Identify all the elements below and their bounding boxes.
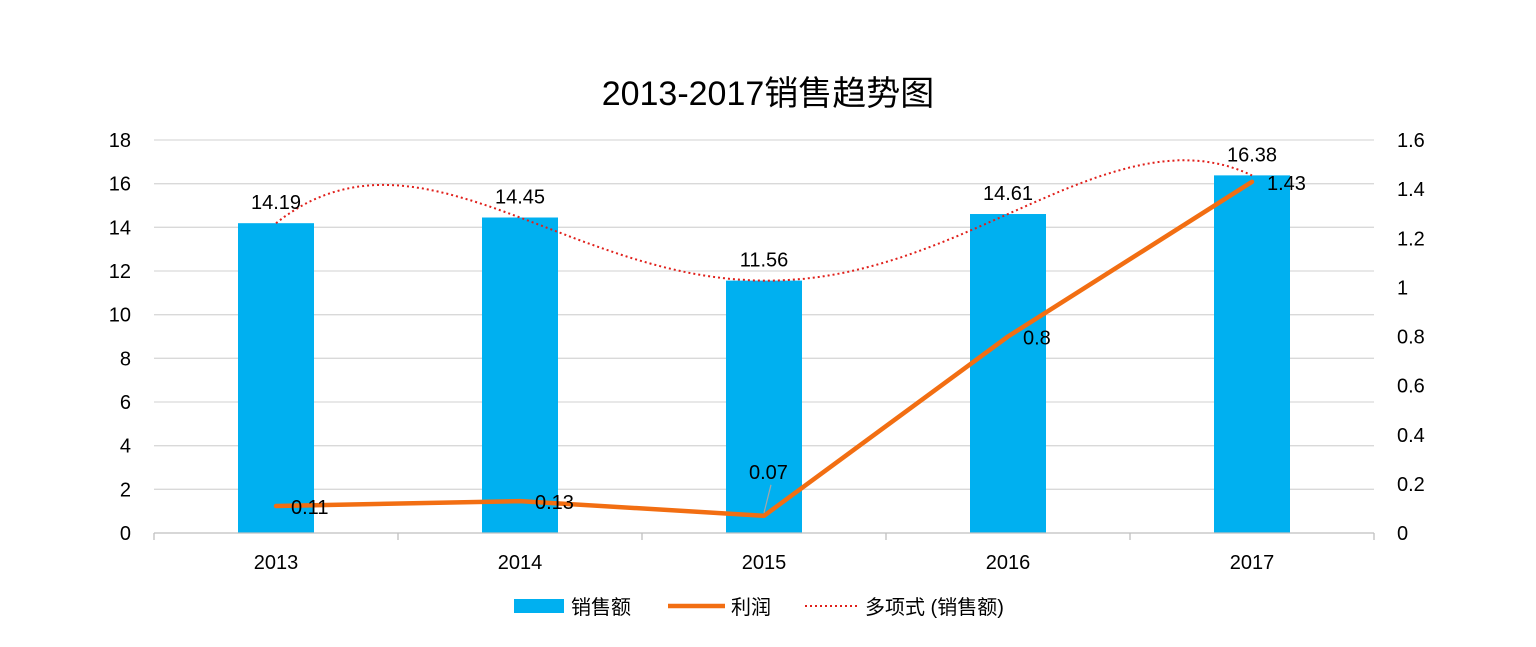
left-axis-tick-label: 6: [120, 392, 131, 414]
profit-line: [273, 179, 1255, 519]
x-axis-tick-label: 2015: [742, 552, 787, 574]
x-axis-tick-label: 2013: [254, 552, 299, 574]
line-data-label: 0.8: [1023, 328, 1051, 350]
left-axis-tick-label: 10: [109, 305, 131, 327]
x-axis-tick-label: 2016: [986, 552, 1031, 574]
bar: [238, 223, 314, 533]
bar: [970, 214, 1046, 533]
left-axis-tick-label: 12: [109, 261, 131, 283]
left-axis-tick-label: 4: [120, 436, 131, 458]
legend-swatch-bar: [514, 599, 564, 613]
left-axis-tick-label: 0: [120, 523, 131, 545]
bar-data-label: 14.61: [983, 183, 1033, 205]
right-axis-ticks: 0 0.2 0.4 0.6 0.8 1 1.2 1.4 1.6: [1397, 130, 1425, 545]
bar-data-label: 14.19: [251, 192, 301, 214]
bar-data-label: 14.45: [495, 187, 545, 209]
right-axis-tick-label: 0.2: [1397, 474, 1425, 496]
right-axis-tick-label: 1: [1397, 277, 1408, 299]
right-axis-tick-label: 0.8: [1397, 327, 1425, 349]
line-data-label: 0.11: [291, 497, 328, 519]
right-axis-tick-label: 0: [1397, 523, 1408, 545]
right-axis-tick-label: 0.6: [1397, 376, 1425, 398]
bar-data-label: 16.38: [1227, 144, 1277, 166]
trendline-series: [275, 159, 1253, 282]
left-axis-tick-label: 16: [109, 174, 131, 196]
legend-label-bar: 销售额: [571, 596, 631, 619]
line-data-label: 0.13: [535, 492, 574, 514]
chart-title: 2013-2017销售趋势图: [601, 75, 935, 113]
trendline: [275, 159, 1253, 282]
line-data-label: 1.43: [1267, 173, 1306, 195]
leader-line: [763, 484, 772, 513]
line-series: [273, 179, 1255, 519]
left-axis-tick-label: 18: [109, 130, 131, 152]
bar-data-label: 11.56: [740, 250, 789, 272]
line-data-label: 0.07: [749, 462, 788, 484]
left-axis-tick-label: 8: [120, 348, 131, 370]
bar: [726, 280, 802, 533]
x-axis-tick-label: 2017: [1230, 552, 1275, 574]
left-axis-ticks: 0 2 4 6 8 10 12 14 16 18: [109, 130, 131, 545]
bar: [1214, 175, 1290, 533]
x-axis: 2013 2014 2015 2016 2017: [153, 532, 1375, 574]
legend-label-trend: 多项式 (销售额): [865, 596, 1004, 619]
legend: 销售额 利润 多项式 (销售额): [514, 596, 1004, 619]
right-axis-tick-label: 0.4: [1397, 425, 1425, 447]
legend-label-line: 利润: [731, 596, 771, 619]
x-axis-tick-label: 2014: [498, 552, 543, 574]
right-axis-tick-label: 1.4: [1397, 179, 1425, 201]
left-axis-tick-label: 14: [109, 217, 131, 239]
bar: [482, 217, 558, 533]
right-axis-tick-label: 1.2: [1397, 228, 1425, 250]
left-axis-tick-label: 2: [120, 479, 131, 501]
right-axis-tick-label: 1.6: [1397, 130, 1425, 152]
data-labels: 14.19 14.45 11.56 14.61 16.38 0.11 0.13 0.07 0.8…: [251, 144, 1306, 519]
bar-series: [238, 175, 1290, 533]
